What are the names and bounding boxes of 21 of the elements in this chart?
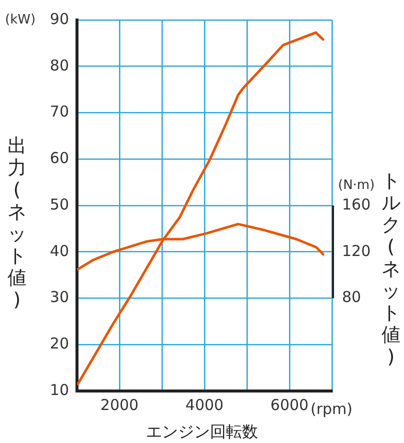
- x-tick-label: 4000: [185, 396, 224, 414]
- y-tick-label: 80: [50, 56, 69, 74]
- x-tick-label: 2000: [100, 396, 139, 414]
- y-tick-label: 50: [50, 195, 69, 214]
- text: (kW): [5, 12, 36, 28]
- y-tick-label: 60: [50, 149, 69, 168]
- y2-tick-label: 120: [342, 242, 371, 260]
- y-axis-title: 出力(ネット値): [6, 135, 28, 311]
- y-tick-label: 70: [50, 102, 69, 121]
- text: (N·m): [338, 178, 375, 193]
- y-tick-label: 30: [50, 288, 69, 306]
- text: (rpm): [310, 400, 353, 418]
- y-tick-label: 40: [50, 242, 69, 260]
- y-tick-label: 90: [50, 10, 69, 28]
- x-tick-label: 6000: [270, 396, 309, 414]
- text: トルク(ネット値): [382, 170, 400, 368]
- y2-tick-label: 160: [342, 195, 371, 214]
- y-tick-label: 10: [50, 380, 69, 399]
- x-axis-title: エンジン回転数: [145, 422, 259, 443]
- y2-tick-label: 80: [342, 288, 362, 306]
- y-tick-label: 20: [50, 334, 69, 353]
